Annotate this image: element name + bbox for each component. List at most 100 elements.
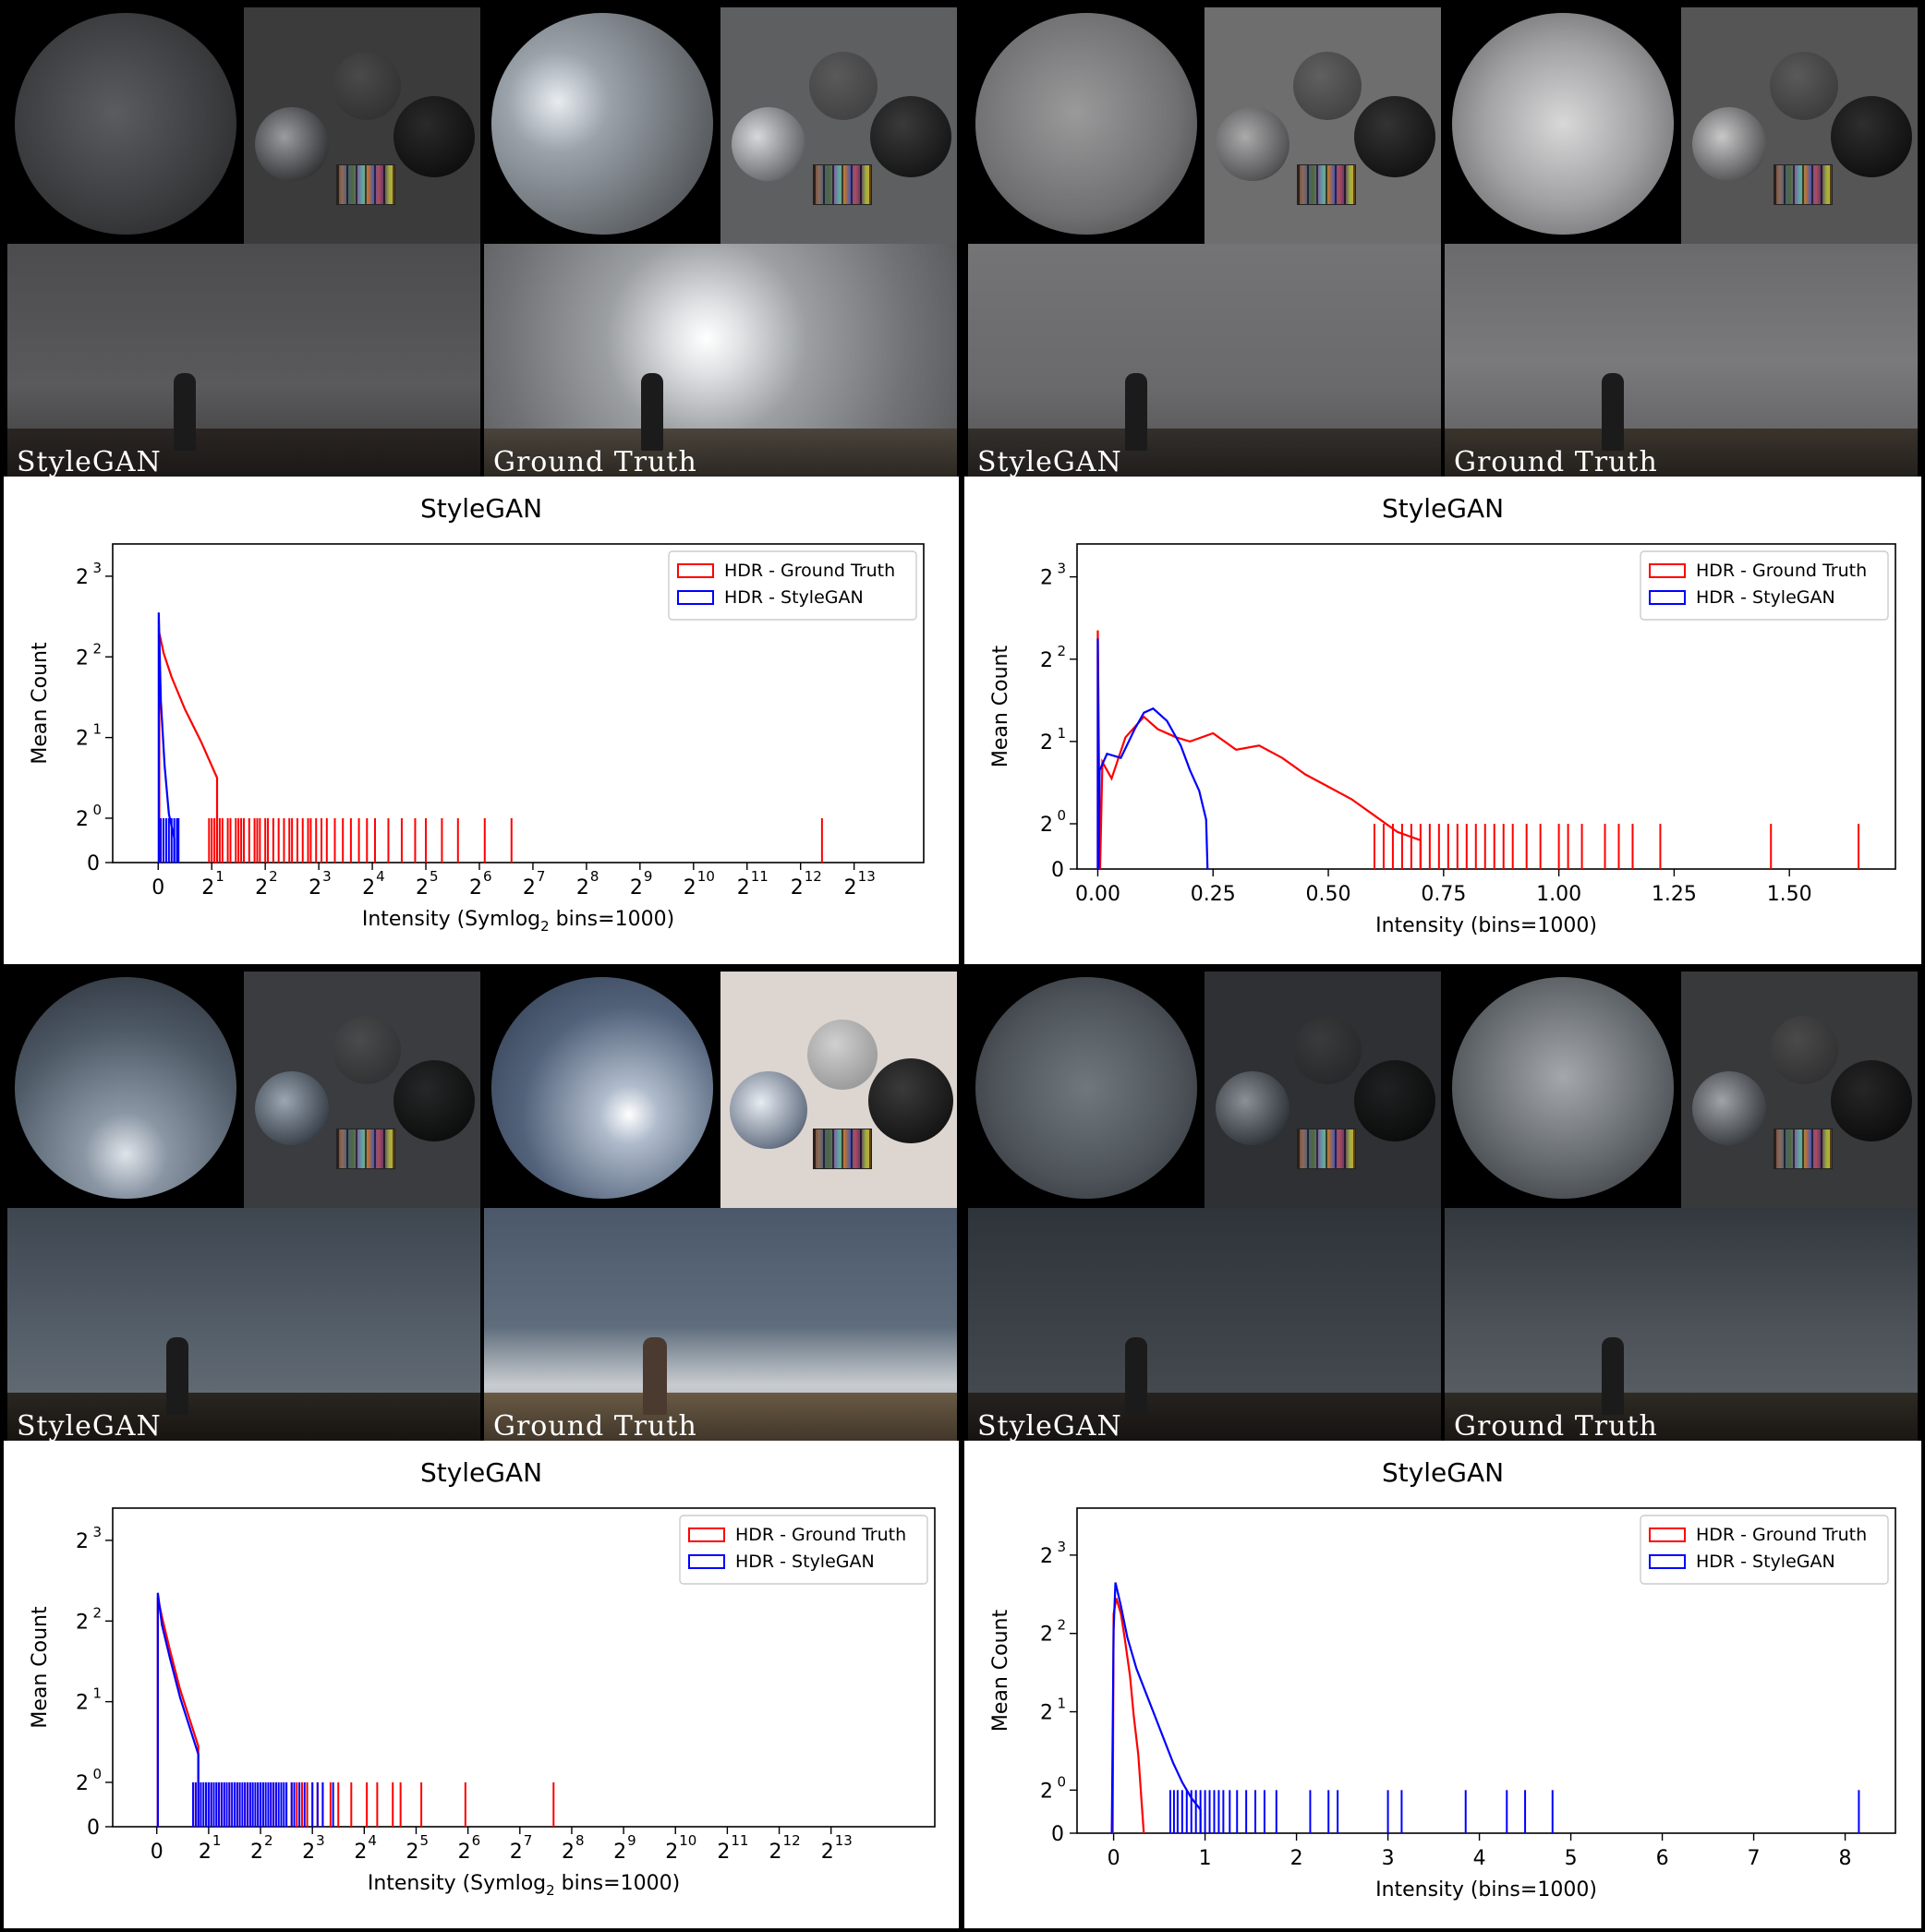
- x-tick-label: 2: [199, 1841, 212, 1864]
- x-tick-label: 2: [362, 876, 375, 900]
- y-tick-label: 2: [76, 1772, 89, 1795]
- diffuse-sphere: [1293, 1016, 1362, 1084]
- x-tick-label: 2: [302, 1841, 315, 1864]
- x-tick-label: 0: [151, 876, 164, 900]
- histogram-chart: 02 02 12 22 30.00 0.25 0.50 0.75 1.00 1.25 1.50Int…: [989, 543, 1896, 937]
- x-tick-label: 1: [1199, 1847, 1212, 1870]
- x-tick-label: 0.75: [1421, 883, 1466, 906]
- y-tick-exponent: 3: [92, 1524, 102, 1540]
- legend-swatch: [1649, 590, 1686, 605]
- y-tick-label: 2: [1040, 1780, 1053, 1803]
- x-tick-label: 4: [1473, 1847, 1486, 1870]
- x-tick-label: 2: [406, 1841, 418, 1864]
- stylegan-render: StyleGAN: [968, 972, 1441, 1441]
- diffuse-sphere: [1293, 52, 1362, 120]
- legend-label: HDR - Ground Truth: [724, 561, 895, 581]
- diffuse-sphere: [333, 1016, 401, 1084]
- legend: HDR - Ground Truth HDR - StyleGAN: [1640, 550, 1889, 621]
- legend-box: [679, 1515, 928, 1585]
- legend-label: HDR - Ground Truth: [1696, 561, 1867, 581]
- color-checker: [813, 1129, 872, 1169]
- x-tick-label: 1.25: [1652, 883, 1697, 906]
- color-checker: [336, 1129, 395, 1169]
- x-tick-exponent: 2: [269, 868, 278, 885]
- x-tick-exponent: 12: [805, 868, 822, 885]
- y-tick-label: 2: [1040, 1702, 1053, 1725]
- chart-title: StyleGAN: [419, 493, 543, 524]
- y-tick-label: 0: [1051, 859, 1064, 882]
- character-figure: [1125, 1337, 1147, 1415]
- x-tick-exponent: 1: [215, 868, 224, 885]
- histogram-curve: [157, 612, 176, 863]
- ground-truth-render: Ground Truth: [484, 972, 957, 1441]
- character-figure: [1125, 373, 1147, 451]
- x-tick-label: 2: [576, 876, 589, 900]
- x-tick-exponent: 7: [537, 868, 546, 885]
- x-tick-label: 5: [1565, 1847, 1578, 1870]
- series-stylegan: [1096, 638, 1209, 870]
- character-figure: [643, 1337, 667, 1415]
- x-tick-label: 2: [769, 1841, 782, 1864]
- fisheye-envmap: [975, 977, 1197, 1199]
- ground-truth-image-label: Ground Truth: [493, 446, 697, 477]
- y-tick-label: 0: [1051, 1823, 1064, 1846]
- y-tick-label: 2: [76, 566, 89, 589]
- x-tick-label: 0.00: [1075, 883, 1120, 906]
- histogram-curve: [1096, 630, 1422, 870]
- fisheye-envmap: [1452, 977, 1674, 1199]
- x-tick-label: 2: [416, 876, 429, 900]
- legend-swatch: [677, 590, 714, 605]
- x-tick-label: 2: [665, 1841, 678, 1864]
- stylegan-image-label: StyleGAN: [17, 1410, 162, 1441]
- mirror-sphere: [730, 1071, 807, 1149]
- y-tick-exponent: 1: [92, 721, 102, 738]
- x-tick-label: 2: [844, 876, 857, 900]
- series-ground-truth: [1096, 630, 1860, 870]
- fisheye-envmap: [15, 977, 236, 1199]
- legend-label: HDR - StyleGAN: [735, 1552, 875, 1572]
- color-checker: [1297, 1129, 1356, 1169]
- x-tick-label: 3: [1382, 1847, 1395, 1870]
- y-tick-exponent: 0: [92, 802, 102, 818]
- x-tick-label: 0: [1108, 1847, 1120, 1870]
- scene-view: Ground Truth: [484, 244, 957, 477]
- color-checker: [1774, 1129, 1833, 1169]
- image-comparison: StyleGAN Ground Truth: [4, 968, 959, 1441]
- legend-swatch: [1649, 1527, 1686, 1542]
- x-tick-exponent: 9: [627, 1832, 636, 1849]
- histogram-chart: 02 02 12 22 30 2 1 2 2 2 3 2 4 2 5 2 6 2 7 2 8 2 9 2 10 2 11 2 12 2 13…: [29, 1507, 936, 1899]
- x-tick-label: 2: [354, 1841, 367, 1864]
- series-stylegan: [156, 1592, 334, 1827]
- y-tick-exponent: 1: [92, 1685, 102, 1702]
- x-tick-exponent: 3: [322, 868, 332, 885]
- y-tick-label: 2: [76, 808, 89, 831]
- mirror-sphere: [1216, 1071, 1289, 1145]
- legend: HDR - Ground Truth HDR - StyleGAN: [1640, 1515, 1889, 1585]
- scene-view: Ground Truth: [1445, 244, 1918, 477]
- legend-box: [1640, 1515, 1889, 1585]
- series-ground-truth: [158, 632, 823, 863]
- mirror-sphere: [255, 107, 329, 181]
- x-tick-label: 2: [523, 876, 536, 900]
- x-tick-label: 7: [1748, 1847, 1761, 1870]
- x-tick-label: 6: [1656, 1847, 1669, 1870]
- y-tick-exponent: 2: [92, 1604, 102, 1621]
- dark-sphere: [393, 1060, 475, 1141]
- dark-sphere: [1354, 1060, 1435, 1141]
- x-tick-exponent: 10: [697, 868, 715, 885]
- scene-view: StyleGAN: [968, 1208, 1441, 1441]
- x-tick-label: 2: [630, 876, 643, 900]
- x-tick-label: 8: [1839, 1847, 1852, 1870]
- x-tick-exponent: 2: [264, 1832, 273, 1849]
- legend-swatch: [688, 1554, 725, 1569]
- diffuse-sphere: [1770, 1016, 1838, 1084]
- x-tick-exponent: 10: [679, 1832, 696, 1849]
- color-checker: [1774, 164, 1833, 205]
- stylegan-render: StyleGAN: [7, 7, 480, 477]
- y-tick-exponent: 2: [1057, 643, 1066, 659]
- fisheye-envmap: [975, 13, 1197, 235]
- legend-swatch: [1649, 563, 1686, 578]
- y-tick-label: 2: [1040, 649, 1053, 672]
